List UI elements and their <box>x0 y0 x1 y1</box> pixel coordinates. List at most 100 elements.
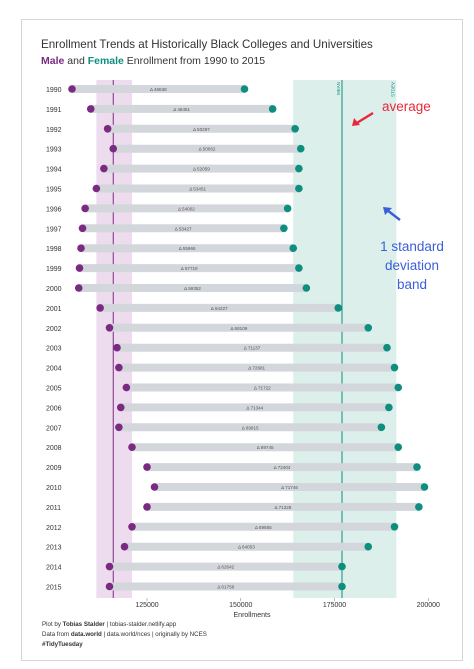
female-point <box>334 304 343 312</box>
gap-label: Δ 71328 <box>275 505 292 510</box>
female-point <box>413 463 421 471</box>
chart-subtitle: Male and Female Enrollment from 1990 to … <box>41 55 265 67</box>
male-point <box>100 164 108 173</box>
caption-line-2: Data from data.world | data.world/nces |… <box>42 631 207 638</box>
gap-label: Δ 54002 <box>178 206 195 211</box>
year-label: 2009 <box>46 465 62 472</box>
year-label: 1999 <box>46 266 62 273</box>
male-point <box>92 184 101 193</box>
year-label: 2002 <box>46 326 62 333</box>
gap-label: Δ 52059 <box>193 167 210 172</box>
female-point <box>296 144 305 153</box>
sd-arrow-shaft <box>386 209 401 221</box>
mean-label: MEAN <box>336 82 341 95</box>
female-point <box>377 423 386 432</box>
year-label: 1994 <box>46 167 62 174</box>
gap-label: Δ 69915 <box>242 425 259 430</box>
gap-label: Δ 62642 <box>217 565 234 570</box>
female-point <box>390 363 399 372</box>
gap-label: Δ 71344 <box>246 405 263 410</box>
sd-annotation-line: 1 standard <box>380 239 444 254</box>
male-sd-band <box>96 80 132 598</box>
female-point <box>390 523 399 531</box>
year-label: 2015 <box>46 585 62 592</box>
female-point <box>240 85 249 93</box>
caption-line-2-part: Data from <box>42 631 71 638</box>
caption-line-1-part: Plot by <box>42 621 63 628</box>
female-sd-band <box>293 80 397 598</box>
caption-line-1-part: Tobias Stalder <box>63 621 106 628</box>
sd-annotation-line: deviation <box>385 258 439 273</box>
year-label: 2001 <box>46 306 62 313</box>
gap-label: Δ 53427 <box>175 226 192 231</box>
female-point <box>415 503 423 511</box>
average-annotation: average <box>382 99 431 114</box>
male-point <box>86 105 95 113</box>
female-point <box>383 343 391 352</box>
year-label: 1990 <box>46 87 62 94</box>
year-label: 1997 <box>46 226 62 233</box>
year-label: 2010 <box>46 485 62 492</box>
year-label: 1995 <box>46 187 62 194</box>
year-label: 2013 <box>46 545 62 552</box>
gap-label: Δ 46838 <box>150 87 167 92</box>
subtitle-and-word: and <box>64 55 87 67</box>
year-label: 2006 <box>46 405 62 412</box>
year-label: 1991 <box>46 107 62 114</box>
female-point <box>295 264 303 272</box>
gap-label: Δ 48451 <box>173 107 190 112</box>
year-label: 2003 <box>46 346 62 353</box>
male-point <box>109 144 118 153</box>
year-label: 1992 <box>46 127 62 134</box>
male-point <box>113 343 121 352</box>
year-label: 2012 <box>46 525 62 532</box>
female-point <box>302 284 311 292</box>
average-arrow-head <box>352 118 360 126</box>
male-point <box>105 562 114 571</box>
gap-label: Δ 59352 <box>184 286 201 291</box>
subtitle-male-word: Male <box>41 55 65 67</box>
female-point <box>291 125 299 133</box>
year-label: 1998 <box>46 246 62 253</box>
gap-label: Δ 53451 <box>189 187 206 192</box>
male-point <box>68 85 76 93</box>
gap-label: Δ 71746 <box>281 485 298 490</box>
female-point <box>394 383 403 392</box>
female-point <box>364 542 373 551</box>
caption-line-3: #TidyTuesday <box>42 641 83 648</box>
year-label: 1993 <box>46 147 62 154</box>
male-point <box>150 483 159 491</box>
female-point <box>394 443 403 452</box>
male-point <box>81 204 89 213</box>
subtitle-rest: Enrollment from 1990 to 2015 <box>124 55 265 67</box>
female-point <box>385 403 393 412</box>
male-point <box>105 582 114 591</box>
female-point <box>295 164 303 173</box>
male-point <box>143 503 151 511</box>
gap-label: Δ 71722 <box>254 386 271 391</box>
female-point <box>283 204 292 213</box>
x-tick-label: 175000 <box>323 602 346 609</box>
x-tick-label: 125000 <box>135 602 158 609</box>
female-point <box>364 324 373 332</box>
gap-label: Δ 57719 <box>181 266 198 271</box>
male-point <box>116 403 125 412</box>
gap-label: Δ 69745 <box>257 445 274 450</box>
gap-label: Δ 55966 <box>179 246 196 251</box>
gap-label: Δ 50297 <box>193 127 210 132</box>
year-label: 2007 <box>46 425 62 432</box>
female-point <box>268 105 277 113</box>
x-tick-label: 200000 <box>417 602 440 609</box>
gap-label: Δ 64053 <box>238 545 255 550</box>
year-label: 2008 <box>46 445 62 452</box>
chart-title: Enrollment Trends at Historically Black … <box>41 38 373 51</box>
stdev-label: STDEV <box>390 82 395 97</box>
male-point <box>128 523 136 531</box>
year-label: 2011 <box>46 505 61 512</box>
year-label: 2004 <box>46 366 62 373</box>
year-label: 1996 <box>46 206 62 213</box>
female-point <box>420 483 429 491</box>
male-point <box>103 125 112 133</box>
